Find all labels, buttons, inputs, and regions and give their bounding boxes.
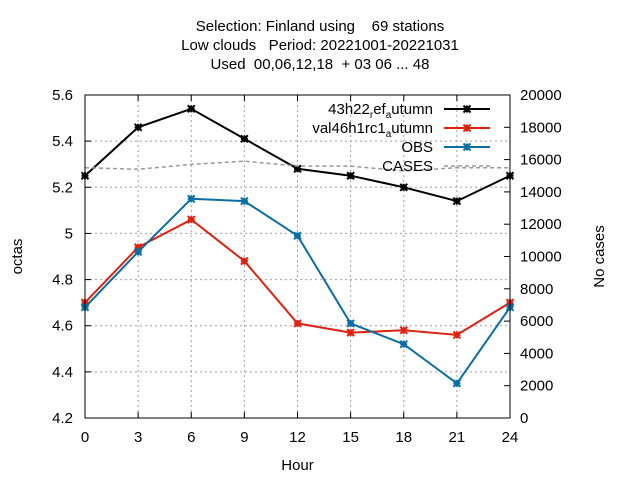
y2-tick-label: 18000 xyxy=(520,119,562,136)
data-point-val46h1rc1autumn xyxy=(346,328,355,337)
data-point-val46h1rc1autumn xyxy=(187,215,196,224)
y-tick-label: 4.8 xyxy=(52,272,73,289)
x-tick-label: 0 xyxy=(81,429,89,446)
y-axis-label: octas xyxy=(9,239,26,275)
legend-label-part: val46h1rc1 xyxy=(312,120,385,137)
x-tick-label: 15 xyxy=(342,429,359,446)
legend-label-part: CASES xyxy=(382,158,433,175)
chart-title-line-2: Low clouds Period: 20221001-20221031 xyxy=(181,37,459,54)
x-tick-label: 12 xyxy=(289,429,306,446)
y2-tick-label: 2000 xyxy=(520,378,553,395)
y2-tick-label: 8000 xyxy=(520,281,553,298)
y2-tick-label: 20000 xyxy=(520,87,562,104)
x-tick-label: 21 xyxy=(449,429,466,446)
legend-marker-43h22refautumn xyxy=(462,104,472,114)
data-point-val46h1rc1autumn xyxy=(240,256,249,266)
y-tick-label: 5.6 xyxy=(52,87,73,104)
legend-label-part: utumn xyxy=(391,120,433,137)
legend-label-part: r xyxy=(370,110,374,121)
x-tick-label: 9 xyxy=(240,429,248,446)
legend-label-part: 43h22 xyxy=(328,101,370,118)
legend-label-val46h1rc1autumn: val46h1rc1autumn xyxy=(312,120,433,140)
legend-label-obs: OBS xyxy=(401,139,433,156)
y-tick-label: 4.4 xyxy=(52,364,73,381)
y2-tick-label: 16000 xyxy=(520,152,562,169)
y2-tick-label: 12000 xyxy=(520,216,562,233)
x-tick-label: 6 xyxy=(187,429,195,446)
y2-tick-label: 0 xyxy=(520,410,528,427)
data-point-43h22refautumn xyxy=(452,196,462,206)
y2-tick-label: 10000 xyxy=(520,249,562,266)
legend-label-part: a xyxy=(386,110,392,121)
y-tick-label: 5.4 xyxy=(52,133,73,150)
legend-label-part: OBS xyxy=(401,139,433,156)
data-point-43h22refautumn xyxy=(346,171,355,180)
legend-label-part: utumn xyxy=(391,101,433,118)
data-point-43h22refautumn xyxy=(133,123,143,132)
y2-tick-label: 6000 xyxy=(520,313,553,330)
data-point-obs xyxy=(293,231,302,240)
axis-ticks: 0 3 6 9 12 15 18 21 24 4.2 4.4 4.6 4.8 5 5.2 5.4 5.6 0 200… xyxy=(52,87,562,446)
legend-marker-obs xyxy=(462,142,472,152)
y-tick-label: 5.2 xyxy=(52,179,73,196)
data-point-val46h1rc1autumn xyxy=(399,326,408,335)
data-point-obs xyxy=(452,379,462,388)
data-point-43h22refautumn xyxy=(399,183,408,192)
data-point-obs xyxy=(133,247,143,257)
data-point-obs xyxy=(346,319,355,328)
series-line-cases xyxy=(84,160,510,172)
x-tick-label: 18 xyxy=(395,429,412,446)
grid-lines xyxy=(85,95,510,418)
chart-title-line-1: Selection: Finland using 69 stations xyxy=(195,18,445,35)
data-point-43h22refautumn xyxy=(240,134,249,144)
data-point-43h22refautumn xyxy=(187,104,196,114)
y2-axis-label: No cases xyxy=(591,225,608,288)
data-point-val46h1rc1autumn xyxy=(452,330,462,340)
y2-tick-label: 4000 xyxy=(520,345,553,362)
x-tick-label: 3 xyxy=(134,429,142,446)
chart-title-line-3: Used 00,06,12,18 + 03 06 ... 48 xyxy=(210,56,430,73)
y-tick-label: 5 xyxy=(65,225,73,242)
data-point-obs xyxy=(187,194,196,204)
legend-label-43h22refautumn: 43h22refautumn xyxy=(328,101,433,121)
legend-label-cases: CASES xyxy=(382,158,433,175)
legend-marker-val46h1rc1autumn xyxy=(462,123,472,133)
y-tick-label: 4.6 xyxy=(52,318,73,335)
data-point-obs xyxy=(240,196,249,206)
x-axis-label: Hour xyxy=(281,457,314,474)
y2-tick-label: 14000 xyxy=(520,184,562,201)
data-point-obs xyxy=(399,339,408,349)
legend-label-part: ef xyxy=(373,101,386,118)
x-tick-label: 24 xyxy=(502,429,519,446)
y-tick-label: 4.2 xyxy=(52,410,73,427)
legend-label-part: a xyxy=(386,129,392,140)
data-point-val46h1rc1autumn xyxy=(293,319,302,328)
